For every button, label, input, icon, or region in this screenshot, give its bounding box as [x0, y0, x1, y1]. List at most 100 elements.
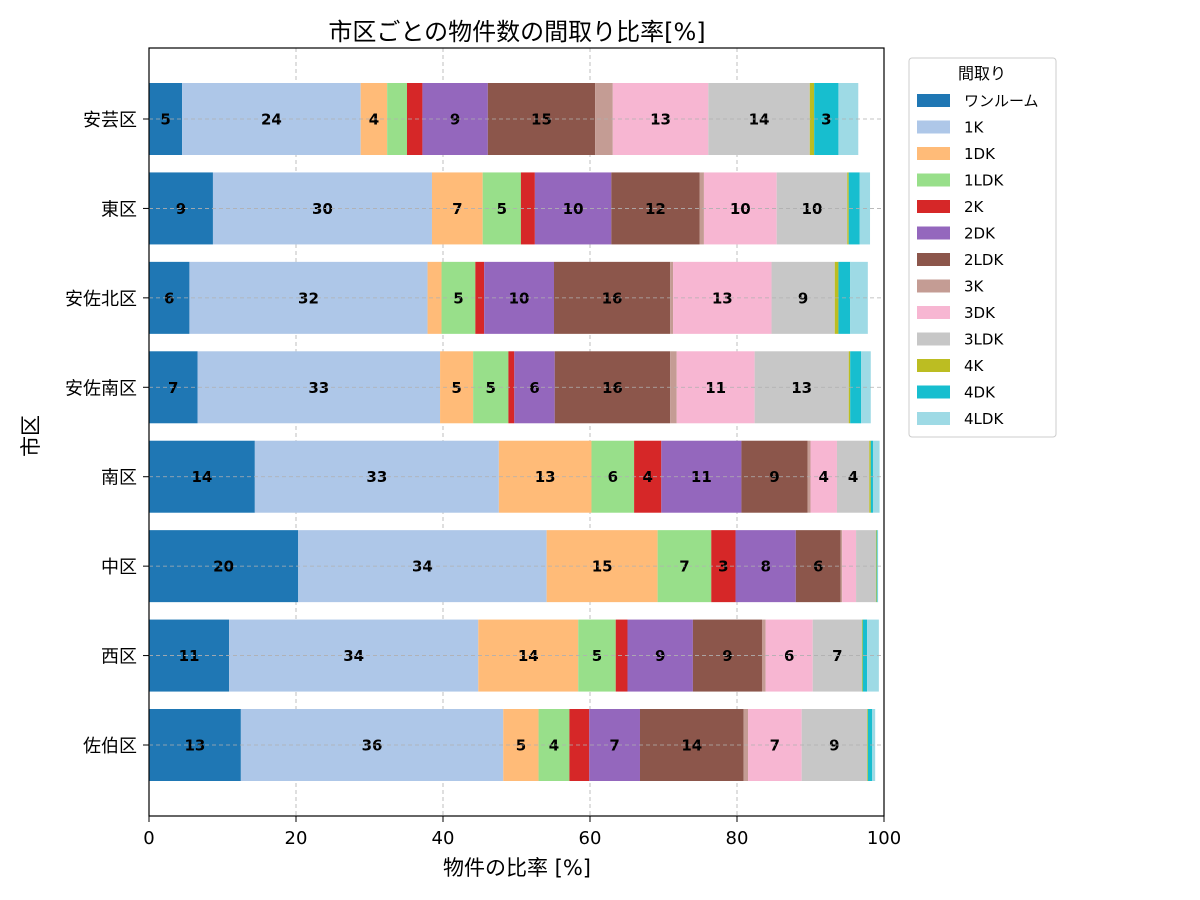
- bar-0-4: [406, 83, 423, 155]
- data-label-6-8: 6: [784, 647, 794, 665]
- data-label-7-0: 13: [185, 737, 206, 755]
- data-label-7-2: 5: [516, 737, 526, 755]
- data-label-7-3: 4: [549, 737, 559, 755]
- legend-label-11: 4DK: [964, 384, 996, 402]
- legend-swatch-2: [917, 147, 950, 160]
- y-tick-label-0: 安芸区: [83, 110, 137, 131]
- bar-0-7: [595, 83, 613, 155]
- legend-label-2: 1DK: [964, 145, 996, 163]
- x-tick-label-1: 20: [285, 828, 308, 849]
- data-label-2-3: 5: [453, 289, 463, 307]
- data-label-0-9: 14: [749, 111, 770, 129]
- y-tick-label-2: 安佐北区: [65, 289, 137, 310]
- x-tick-label-3: 60: [579, 828, 602, 849]
- bar-0-10: [809, 83, 815, 155]
- data-label-2-9: 9: [798, 289, 808, 307]
- data-label-6-6: 9: [722, 647, 732, 665]
- data-label-7-5: 7: [609, 737, 619, 755]
- bar-7-10: [867, 709, 868, 781]
- legend-label-4: 2K: [964, 198, 985, 216]
- data-label-2-0: 6: [164, 289, 174, 307]
- bar-2-2: [427, 261, 442, 334]
- data-label-3-1: 33: [308, 379, 329, 397]
- data-label-4-9: 4: [848, 468, 858, 486]
- data-label-0-8: 13: [650, 111, 671, 129]
- data-label-4-5: 11: [691, 468, 712, 486]
- bar-1-11: [848, 172, 860, 245]
- legend-label-5: 2DK: [964, 225, 996, 243]
- data-label-5-4: 3: [718, 558, 728, 576]
- data-label-3-5: 6: [529, 379, 539, 397]
- bar-3-4: [508, 351, 515, 424]
- data-label-0-6: 15: [531, 111, 552, 129]
- bar-1-7: [699, 172, 704, 245]
- data-label-7-8: 7: [770, 737, 780, 755]
- bar-5-10: [875, 530, 877, 603]
- data-label-0-11: 3: [821, 111, 831, 129]
- data-label-0-2: 4: [369, 111, 379, 129]
- data-label-4-3: 6: [608, 468, 618, 486]
- bars-layer: [149, 83, 880, 781]
- legend-label-7: 3K: [964, 278, 985, 296]
- legend-label-9: 3LDK: [964, 331, 1004, 349]
- data-label-1-8: 10: [730, 200, 751, 218]
- bar-3-7: [670, 351, 677, 424]
- bar-3-11: [850, 351, 862, 424]
- y-tick-label-7: 佐伯区: [83, 736, 137, 757]
- data-label-0-5: 9: [450, 111, 460, 129]
- data-label-5-5: 8: [760, 558, 770, 576]
- y-tick-label-4: 南区: [101, 468, 137, 489]
- legend-title: 間取り: [958, 64, 1006, 83]
- data-label-1-5: 10: [563, 200, 584, 218]
- data-label-2-8: 13: [712, 289, 733, 307]
- x-tick-label-0: 0: [143, 828, 154, 849]
- data-label-3-8: 11: [705, 379, 726, 397]
- data-label-6-1: 34: [343, 647, 364, 665]
- legend-swatch-10: [917, 359, 950, 372]
- legend-swatch-0: [917, 94, 950, 107]
- x-tick-label-5: 100: [867, 828, 901, 849]
- data-label-0-1: 24: [261, 111, 282, 129]
- bar-4-12: [872, 440, 880, 513]
- data-label-4-1: 33: [366, 468, 387, 486]
- data-label-4-8: 4: [819, 468, 829, 486]
- bar-0-11: [814, 83, 839, 155]
- data-label-1-9: 10: [802, 200, 823, 218]
- bar-0-12: [838, 83, 859, 155]
- y-tick-label-6: 西区: [101, 647, 137, 668]
- bar-1-10: [847, 172, 849, 245]
- data-label-6-3: 5: [592, 647, 602, 665]
- data-label-7-6: 14: [681, 737, 702, 755]
- data-label-5-1: 34: [412, 558, 433, 576]
- legend-label-12: 4LDK: [964, 410, 1004, 428]
- data-label-5-2: 15: [592, 558, 613, 576]
- data-label-2-5: 10: [509, 289, 530, 307]
- data-label-4-0: 14: [191, 468, 212, 486]
- data-label-1-6: 12: [645, 200, 666, 218]
- chart-title: 市区ごとの物件数の間取り比率[%]: [328, 18, 705, 46]
- data-label-1-2: 7: [452, 200, 462, 218]
- bar-5-7: [840, 530, 843, 603]
- legend-swatch-3: [917, 173, 950, 187]
- legend-swatch-9: [917, 332, 950, 346]
- data-label-2-6: 16: [602, 289, 623, 307]
- legend-label-3: 1LDK: [964, 172, 1004, 190]
- y-tick-label-1: 東区: [101, 199, 137, 220]
- legend-swatch-7: [917, 279, 950, 293]
- plot-frame: [148, 47, 885, 817]
- bar-2-0: [149, 261, 190, 334]
- data-labels-layer: 5 24 4 9 15 13 14 3 9 30 7 5 10 12 10 10 6 32 5 10 16 13 9 7 33 5…: [149, 111, 884, 755]
- data-label-7-1: 36: [362, 737, 383, 755]
- x-tick-label-2: 40: [432, 828, 455, 849]
- legend: 間取り ワンルーム 1K 1DK 1LDK 2K 2DK 2LDK 3K 3DK 3LDK 4K 4D…: [908, 57, 1057, 438]
- data-label-3-9: 13: [791, 379, 812, 397]
- data-label-7-9: 9: [829, 737, 839, 755]
- legend-swatch-6: [917, 253, 950, 266]
- data-label-5-6: 6: [813, 558, 823, 576]
- legend-swatch-4: [917, 200, 950, 213]
- data-label-5-3: 7: [679, 558, 689, 576]
- legend-label-1: 1K: [964, 119, 985, 137]
- legend-swatch-1: [917, 120, 950, 134]
- legend-swatch-12: [917, 412, 950, 425]
